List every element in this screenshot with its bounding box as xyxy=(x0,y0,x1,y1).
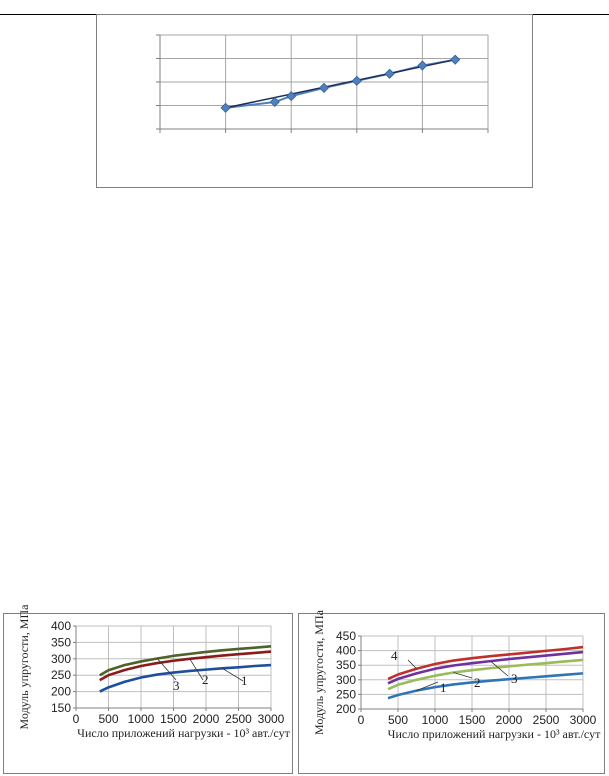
series-line-4 xyxy=(387,645,584,681)
y-tick-label: 350 xyxy=(336,658,356,672)
y-tick-label: 200 xyxy=(51,685,71,699)
y-axis-title: Модуль упругости, МПа xyxy=(17,604,31,730)
y-tick-label: 200 xyxy=(336,702,356,716)
y-tick-label: 400 xyxy=(336,644,356,658)
x-tick-label: 1500 xyxy=(459,713,486,727)
x-tick-label: 500 xyxy=(98,712,118,726)
curve-number-label: 3 xyxy=(511,671,518,686)
series-line-2 xyxy=(99,650,272,682)
chart-1-regression xyxy=(156,34,489,133)
x-axis-title: Число приложений нагрузки - 10³ авт./сут xyxy=(388,727,601,741)
y-tick-label: 300 xyxy=(336,673,356,687)
y-tick-label: 150 xyxy=(51,701,71,715)
leader-line xyxy=(156,658,177,681)
x-tick-label: 1500 xyxy=(160,712,187,726)
curve-number-label: 3 xyxy=(173,678,180,693)
curve-number-label: 2 xyxy=(202,672,209,687)
y-axis-title: Модуль упругости, МПа xyxy=(312,609,326,735)
curve-number-label: 4 xyxy=(391,648,398,663)
data-point-marker xyxy=(269,96,280,108)
y-tick-label: 350 xyxy=(51,635,71,649)
series-line-3 xyxy=(387,650,584,685)
chart-frame-1 xyxy=(96,14,533,188)
x-axis-title: Число приложений нагрузки - 10³ авт./сут xyxy=(77,726,290,740)
y-tick-label: 250 xyxy=(51,668,71,682)
leader-line xyxy=(453,672,473,679)
y-tick-label: 300 xyxy=(51,652,71,666)
x-tick-label: 500 xyxy=(388,713,408,727)
leader-line xyxy=(407,659,417,669)
x-tick-label: 0 xyxy=(73,712,80,726)
y-tick-label: 250 xyxy=(336,687,356,701)
curve-number-label: 1 xyxy=(440,680,447,695)
series-line-2 xyxy=(387,658,584,691)
x-tick-label: 0 xyxy=(358,713,365,727)
x-tick-label: 3000 xyxy=(570,713,597,727)
x-tick-label: 1000 xyxy=(128,712,155,726)
leader-line xyxy=(416,681,439,691)
series-line-1 xyxy=(99,663,272,693)
data-point-marker xyxy=(450,54,461,65)
data-point-marker xyxy=(417,60,428,71)
chart-frame-3 xyxy=(298,613,605,774)
data-point-marker xyxy=(220,102,231,113)
x-tick-label: 2500 xyxy=(225,712,252,726)
leader-line xyxy=(189,658,204,681)
x-tick-label: 1000 xyxy=(422,713,449,727)
curve-number-label: 2 xyxy=(474,675,481,690)
y-tick-label: 400 xyxy=(51,619,71,633)
series-line-1 xyxy=(387,672,584,700)
data-point-marker xyxy=(286,91,297,102)
x-tick-label: 2500 xyxy=(533,713,560,727)
leader-line xyxy=(222,667,244,682)
x-tick-label: 3000 xyxy=(258,712,285,726)
data-point-marker xyxy=(318,82,330,93)
x-tick-label: 2000 xyxy=(193,712,220,726)
data-point-marker xyxy=(351,75,362,86)
data-point-marker xyxy=(384,68,395,79)
series-line-3 xyxy=(99,645,272,677)
y-tick-label: 450 xyxy=(336,629,356,643)
curve-number-label: 1 xyxy=(241,673,248,688)
chart-frame-2 xyxy=(3,613,293,774)
trend-line xyxy=(225,58,456,109)
x-tick-label: 2000 xyxy=(496,713,523,727)
leader-line xyxy=(490,660,509,677)
